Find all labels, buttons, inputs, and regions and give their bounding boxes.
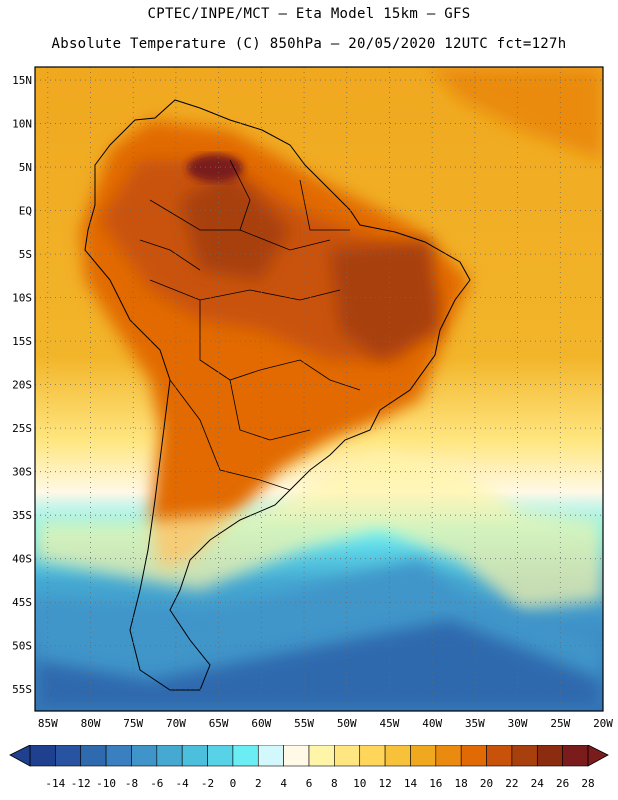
colorbar-tick-label: -10 xyxy=(96,777,116,790)
colorbar-swatch xyxy=(384,745,411,767)
lat-label: 10N xyxy=(12,118,32,131)
colorbar-tick-label: 26 xyxy=(556,777,569,790)
colorbar-swatch xyxy=(435,745,462,767)
colorbar-tick-label: 22 xyxy=(505,777,518,790)
map-frame xyxy=(34,66,604,712)
lat-label: 40S xyxy=(12,553,32,566)
colorbar-tick-label: 16 xyxy=(429,777,442,790)
colorbar-swatch xyxy=(410,745,437,767)
lon-label: 20W xyxy=(593,717,613,730)
lat-label: 15N xyxy=(12,74,32,87)
lat-label: 30S xyxy=(12,466,32,479)
lat-label: 15S xyxy=(12,335,32,348)
colorbar-swatch xyxy=(562,745,589,767)
colorbar-tick-label: -2 xyxy=(201,777,214,790)
colorbar: -14 -12 -10 -8 -6 -4 -2 0 2 4 6 8 10 12 14 16 18 20 22 24 26… xyxy=(9,745,609,790)
lat-label: 35S xyxy=(12,509,32,522)
colorbar-swatch xyxy=(460,745,487,767)
colorbar-swatch xyxy=(80,745,107,767)
lat-label: 45S xyxy=(12,596,32,609)
colorbar-tick-label: 0 xyxy=(230,777,237,790)
lat-label: 10S xyxy=(12,292,32,305)
colorbar-tick-label: 20 xyxy=(480,777,493,790)
lat-label: 5S xyxy=(19,248,32,261)
lon-label: 45W xyxy=(380,717,400,730)
lat-label: 20S xyxy=(12,379,32,392)
colorbar-swatch xyxy=(232,745,259,767)
lat-label: 55S xyxy=(12,683,32,696)
colorbar-swatch xyxy=(283,745,310,767)
colorbar-tick-label: -4 xyxy=(176,777,190,790)
lon-label: 35W xyxy=(465,717,485,730)
colorbar-swatch xyxy=(308,745,335,767)
colorbar-tick-label: 2 xyxy=(255,777,262,790)
colorbar-swatch xyxy=(131,745,158,767)
colorbar-tick-label: 6 xyxy=(306,777,313,790)
lon-label: 85W xyxy=(38,717,58,730)
colorbar-tick-label: -8 xyxy=(125,777,138,790)
latitude-labels: 15N 10N 5N EQ 5S 10S 15S 20S 25S 30S 35S 40S 45S 50S 5… xyxy=(12,74,32,696)
colorbar-swatch xyxy=(29,745,56,767)
colorbar-tick-label: 14 xyxy=(404,777,418,790)
colorbar-tick-label: 8 xyxy=(331,777,338,790)
colorbar-swatch xyxy=(55,745,82,767)
lat-label: 50S xyxy=(12,640,32,653)
lon-label: 55W xyxy=(294,717,314,730)
lon-label: 80W xyxy=(81,717,101,730)
colorbar-swatch xyxy=(511,745,538,767)
title-line-2: Absolute Temperature (C) 850hPa — 20/05/… xyxy=(51,36,567,52)
lon-label: 30W xyxy=(508,717,528,730)
lon-label: 75W xyxy=(123,717,143,730)
colorbar-swatch xyxy=(359,745,386,767)
colorbar-tick-label: 24 xyxy=(531,777,545,790)
lon-label: 25W xyxy=(550,717,570,730)
colorbar-swatch xyxy=(105,745,132,767)
colorbar-tick-label: -12 xyxy=(71,777,91,790)
lat-label: EQ xyxy=(19,205,32,218)
lon-label: 50W xyxy=(337,717,357,730)
colorbar-swatch xyxy=(207,745,234,767)
colorbar-tick-label: -14 xyxy=(45,777,65,790)
colorbar-high-arrow xyxy=(587,745,609,767)
lon-label: 70W xyxy=(166,717,186,730)
colorbar-swatch xyxy=(536,745,563,767)
lon-label: 65W xyxy=(209,717,229,730)
colorbar-tick-label: 12 xyxy=(378,777,391,790)
colorbar-swatch xyxy=(486,745,513,767)
lon-label: 60W xyxy=(251,717,271,730)
lat-label: 25S xyxy=(12,422,32,435)
south-america-coastline xyxy=(84,99,471,691)
longitude-labels: 85W 80W 75W 70W 65W 60W 55W 50W 45W 40W 35W 30W 25W 2… xyxy=(38,717,613,730)
lon-label: 40W xyxy=(422,717,442,730)
colorbar-tick-label: 10 xyxy=(353,777,366,790)
colorbar-low-arrow xyxy=(9,745,31,767)
colorbar-swatch xyxy=(156,745,183,767)
colorbar-tick-label: 4 xyxy=(280,777,287,790)
colorbar-swatch xyxy=(257,745,284,767)
colorbar-tick-label: 28 xyxy=(581,777,594,790)
colorbar-tick-label: -6 xyxy=(150,777,163,790)
temperature-field xyxy=(35,67,603,711)
colorbar-swatch xyxy=(334,745,361,767)
colorbar-swatch xyxy=(181,745,208,767)
title-line-1: CPTEC/INPE/MCT — Eta Model 15km — GFS xyxy=(147,6,471,22)
colorbar-tick-label: 18 xyxy=(455,777,468,790)
lat-label: 5N xyxy=(19,161,32,174)
